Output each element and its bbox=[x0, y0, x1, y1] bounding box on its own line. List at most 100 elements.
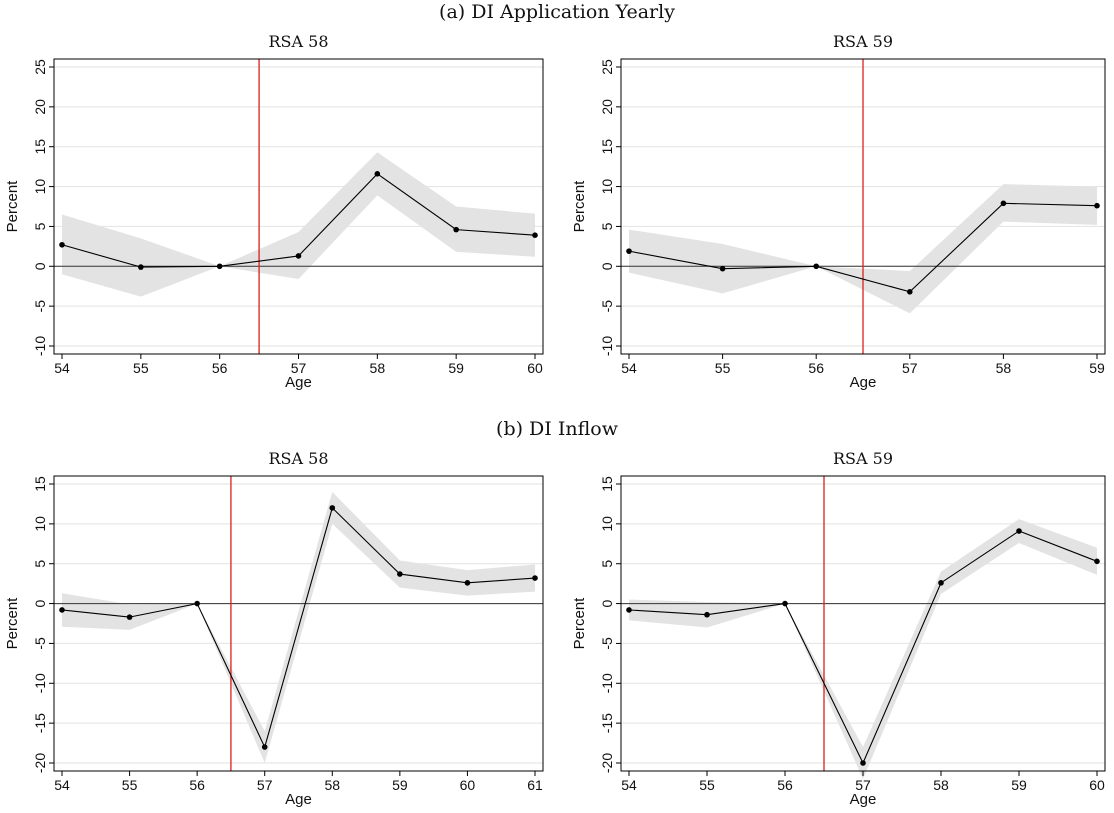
data-point bbox=[626, 607, 632, 613]
x-tick-label: 60 bbox=[1089, 777, 1105, 793]
x-tick-label: 59 bbox=[1089, 360, 1105, 376]
y-tick-label: -10 bbox=[32, 673, 48, 693]
data-point bbox=[532, 575, 538, 581]
confidence-band bbox=[629, 184, 1097, 314]
x-tick-label: 58 bbox=[370, 360, 386, 376]
data-point bbox=[813, 263, 819, 270]
y-tick-label: -15 bbox=[32, 713, 48, 733]
y-axis-label: Percent bbox=[571, 597, 588, 650]
x-tick-label: 59 bbox=[1011, 777, 1027, 793]
data-point bbox=[261, 744, 268, 750]
y-tick-label: -20 bbox=[599, 753, 615, 773]
x-tick-label: 55 bbox=[715, 360, 731, 376]
x-tick-label: 56 bbox=[808, 360, 824, 376]
y-axis-label: Percent bbox=[4, 180, 21, 233]
x-tick-label: 59 bbox=[392, 777, 408, 793]
x-tick-label: 58 bbox=[324, 777, 340, 793]
x-tick-label: 55 bbox=[133, 360, 149, 376]
y-tick-label: 25 bbox=[599, 59, 615, 75]
x-tick-label: 57 bbox=[855, 777, 871, 793]
y-tick-label: 15 bbox=[32, 139, 48, 155]
panel-title: RSA 59 bbox=[833, 32, 893, 51]
x-tick-label: 61 bbox=[527, 777, 543, 793]
data-point bbox=[704, 611, 710, 618]
y-tick-label: 0 bbox=[32, 599, 48, 607]
y-tick-label: 15 bbox=[32, 476, 48, 492]
x-tick-label: 57 bbox=[291, 360, 307, 376]
y-tick-label: -5 bbox=[32, 637, 48, 650]
x-axis-label: Age bbox=[850, 374, 877, 391]
x-tick-label: 59 bbox=[448, 360, 464, 376]
y-tick-label: -10 bbox=[32, 336, 48, 356]
y-tick-label: -10 bbox=[599, 336, 615, 356]
data-point bbox=[295, 253, 302, 259]
data-point bbox=[860, 760, 866, 766]
data-point bbox=[782, 600, 788, 607]
section-title-a: (a) DI Application Yearly bbox=[439, 1, 675, 23]
y-axis-label: Percent bbox=[571, 180, 588, 233]
y-tick-label: 10 bbox=[32, 516, 48, 532]
data-point bbox=[464, 580, 471, 586]
x-tick-label: 60 bbox=[460, 777, 476, 793]
plot-frame bbox=[53, 58, 544, 355]
data-point bbox=[329, 505, 336, 511]
plot-frame bbox=[620, 58, 1106, 355]
x-tick-label: 58 bbox=[933, 777, 949, 793]
series-line bbox=[61, 506, 536, 749]
y-tick-label: -5 bbox=[599, 300, 615, 313]
y-tick-label: -5 bbox=[32, 300, 48, 313]
data-point bbox=[59, 607, 65, 613]
data-point bbox=[1094, 558, 1100, 565]
chart-panel-a-rsa59: RSA 59 -10 -5 0 5 10 15 20 25 54 55 56 57 58 59 Age Perc… bbox=[571, 32, 1106, 391]
y-tick-label: 5 bbox=[32, 222, 48, 230]
confidence-band bbox=[629, 519, 1097, 779]
y-tick-label: 0 bbox=[599, 262, 615, 270]
panel-title: RSA 58 bbox=[268, 32, 328, 51]
confidence-band bbox=[62, 152, 535, 297]
y-tick-label: 0 bbox=[599, 599, 615, 607]
x-tick-label: 56 bbox=[212, 360, 228, 376]
x-tick-label: 54 bbox=[54, 777, 70, 793]
chart-panel-b-rsa58: RSA 58 -20 -15 -10 -5 0 5 10 15 54 55 56 57 58 59 60 61 A… bbox=[4, 449, 544, 808]
x-tick-label: 57 bbox=[257, 777, 273, 793]
data-point bbox=[907, 288, 913, 295]
data-point bbox=[938, 580, 944, 586]
x-tick-label: 56 bbox=[777, 777, 793, 793]
y-tick-label: 5 bbox=[32, 560, 48, 568]
y-tick-label: 15 bbox=[599, 476, 615, 492]
y-tick-label: 20 bbox=[32, 99, 48, 115]
plot-frame bbox=[53, 475, 544, 772]
series-line bbox=[628, 202, 1098, 293]
y-tick-label: 15 bbox=[599, 139, 615, 155]
x-tick-label: 54 bbox=[54, 360, 70, 376]
section-title-b: (b) DI Inflow bbox=[496, 418, 618, 440]
y-tick-label: 10 bbox=[599, 179, 615, 195]
data-point bbox=[216, 263, 223, 270]
x-tick-label: 54 bbox=[621, 360, 637, 376]
y-tick-label: 25 bbox=[32, 59, 48, 75]
panel-title: RSA 58 bbox=[268, 449, 328, 468]
data-point bbox=[374, 171, 381, 177]
y-tick-label: -15 bbox=[599, 713, 615, 733]
data-point bbox=[126, 614, 133, 620]
y-tick-label: 10 bbox=[32, 179, 48, 195]
x-tick-label: 55 bbox=[699, 777, 715, 793]
x-tick-label: 54 bbox=[621, 777, 637, 793]
x-tick-label: 57 bbox=[902, 360, 918, 376]
y-tick-label: 0 bbox=[32, 262, 48, 270]
y-tick-label: -20 bbox=[32, 753, 48, 773]
x-tick-label: 60 bbox=[527, 360, 543, 376]
data-point bbox=[1016, 528, 1022, 534]
y-axis-label: Percent bbox=[4, 597, 21, 650]
y-tick-label: 20 bbox=[599, 99, 615, 115]
panel-title: RSA 59 bbox=[833, 449, 893, 468]
x-tick-label: 56 bbox=[189, 777, 205, 793]
chart-panel-b-rsa59: RSA 59 -20 -15 -10 -5 0 5 10 15 54 55 56 57 58 59 60 Age… bbox=[571, 449, 1106, 808]
y-tick-label: 10 bbox=[599, 516, 615, 532]
y-tick-label: 5 bbox=[599, 222, 615, 230]
y-tick-label: -10 bbox=[599, 673, 615, 693]
x-axis-label: Age bbox=[285, 374, 312, 391]
data-point bbox=[397, 571, 403, 577]
data-point bbox=[719, 265, 726, 272]
y-tick-label: 5 bbox=[599, 560, 615, 568]
